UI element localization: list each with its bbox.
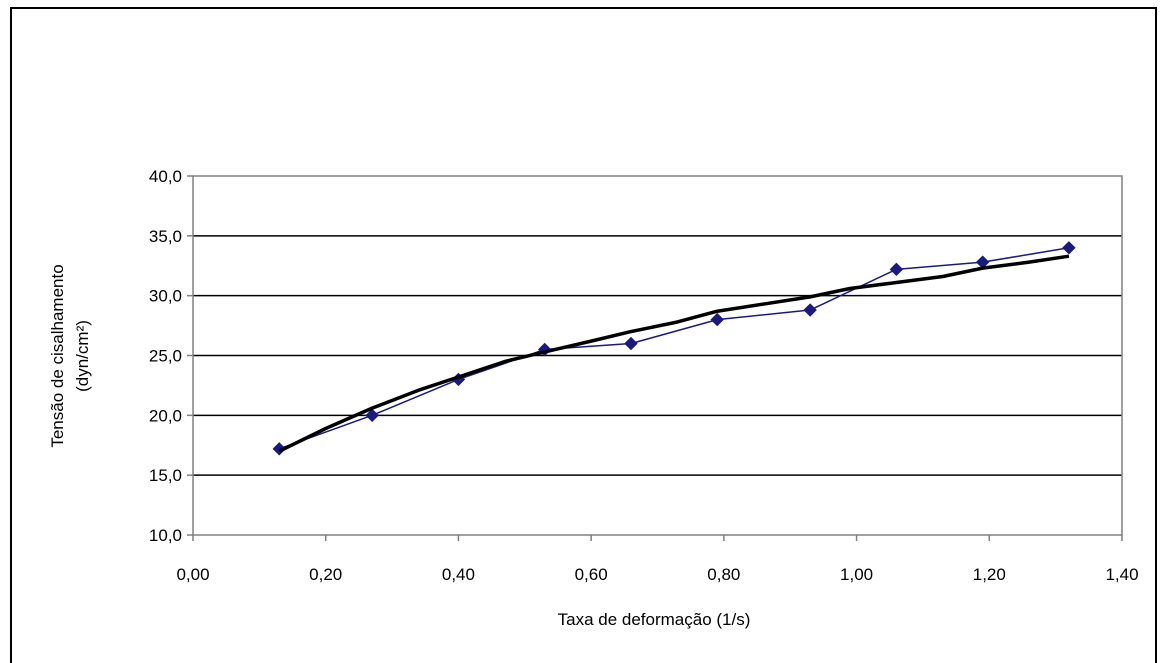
data-point [365,408,379,423]
y-tick-label: 35,0 [149,227,182,246]
data-point [624,336,638,351]
data-point [803,303,817,317]
trend-line [278,254,1070,453]
y-tick-label: 30,0 [149,287,182,306]
chart-frame [10,7,1157,663]
x-tick-label: 1,40 [1105,565,1138,584]
x-tick-label: 1,20 [973,565,1006,584]
x-tick-label: 0,00 [176,565,209,584]
x-axis-title: Taxa de deformação (1/s) [558,610,751,629]
x-tick-label: 0,20 [309,565,342,584]
data-point [889,262,904,277]
x-tick-label: 0,80 [707,565,740,584]
x-tick-label: 0,60 [575,565,608,584]
y-tick-label: 25,0 [149,347,182,366]
data-point [272,442,286,456]
data-series-line [279,247,1070,450]
grid-lines [193,235,1122,476]
data-point [710,312,724,327]
x-tick-labels: 0,00 0,20 0,40 0,60 0,80 1,00 1,20 1,40 [176,535,1139,584]
data-point [1062,241,1076,255]
series-layer [272,241,1076,456]
y-tick-labels: 10,0 15,0 20,0 25,0 30,0 35,0 40,0 [149,167,193,545]
y-axis-title-line1: Tensão de cisalhamento [48,264,67,447]
y-tick-label: 10,0 [149,526,182,545]
y-tick-label: 20,0 [149,406,182,425]
x-tick-label: 0,40 [442,565,475,584]
x-tick-label: 1,00 [840,565,873,584]
y-tick-label: 15,0 [149,466,182,485]
y-axis-title-line2: (dyn/cm²) [73,320,92,392]
y-tick-label: 40,0 [149,167,182,186]
